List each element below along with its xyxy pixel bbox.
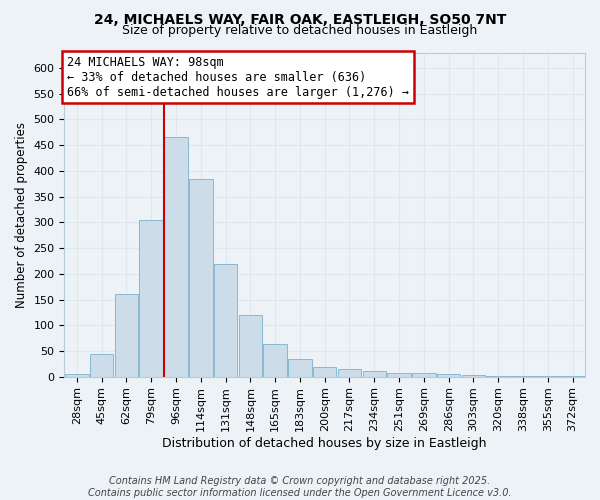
Bar: [139, 220, 163, 376]
Bar: [338, 369, 361, 376]
Text: 24 MICHAELS WAY: 98sqm
← 33% of detached houses are smaller (636)
66% of semi-de: 24 MICHAELS WAY: 98sqm ← 33% of detached…: [67, 56, 409, 98]
Bar: [362, 370, 386, 376]
Text: 24, MICHAELS WAY, FAIR OAK, EASTLEIGH, SO50 7NT: 24, MICHAELS WAY, FAIR OAK, EASTLEIGH, S…: [94, 12, 506, 26]
Bar: [263, 344, 287, 376]
Bar: [90, 354, 113, 376]
Bar: [214, 264, 238, 376]
Bar: [288, 358, 311, 376]
Text: Contains HM Land Registry data © Crown copyright and database right 2025.
Contai: Contains HM Land Registry data © Crown c…: [88, 476, 512, 498]
Bar: [65, 374, 89, 376]
Bar: [239, 315, 262, 376]
Bar: [164, 138, 188, 376]
Y-axis label: Number of detached properties: Number of detached properties: [15, 122, 28, 308]
Bar: [189, 178, 212, 376]
Bar: [115, 294, 138, 376]
X-axis label: Distribution of detached houses by size in Eastleigh: Distribution of detached houses by size …: [163, 437, 487, 450]
Text: Size of property relative to detached houses in Eastleigh: Size of property relative to detached ho…: [122, 24, 478, 37]
Bar: [412, 373, 436, 376]
Bar: [387, 372, 411, 376]
Bar: [437, 374, 460, 376]
Bar: [461, 375, 485, 376]
Bar: [313, 368, 337, 376]
